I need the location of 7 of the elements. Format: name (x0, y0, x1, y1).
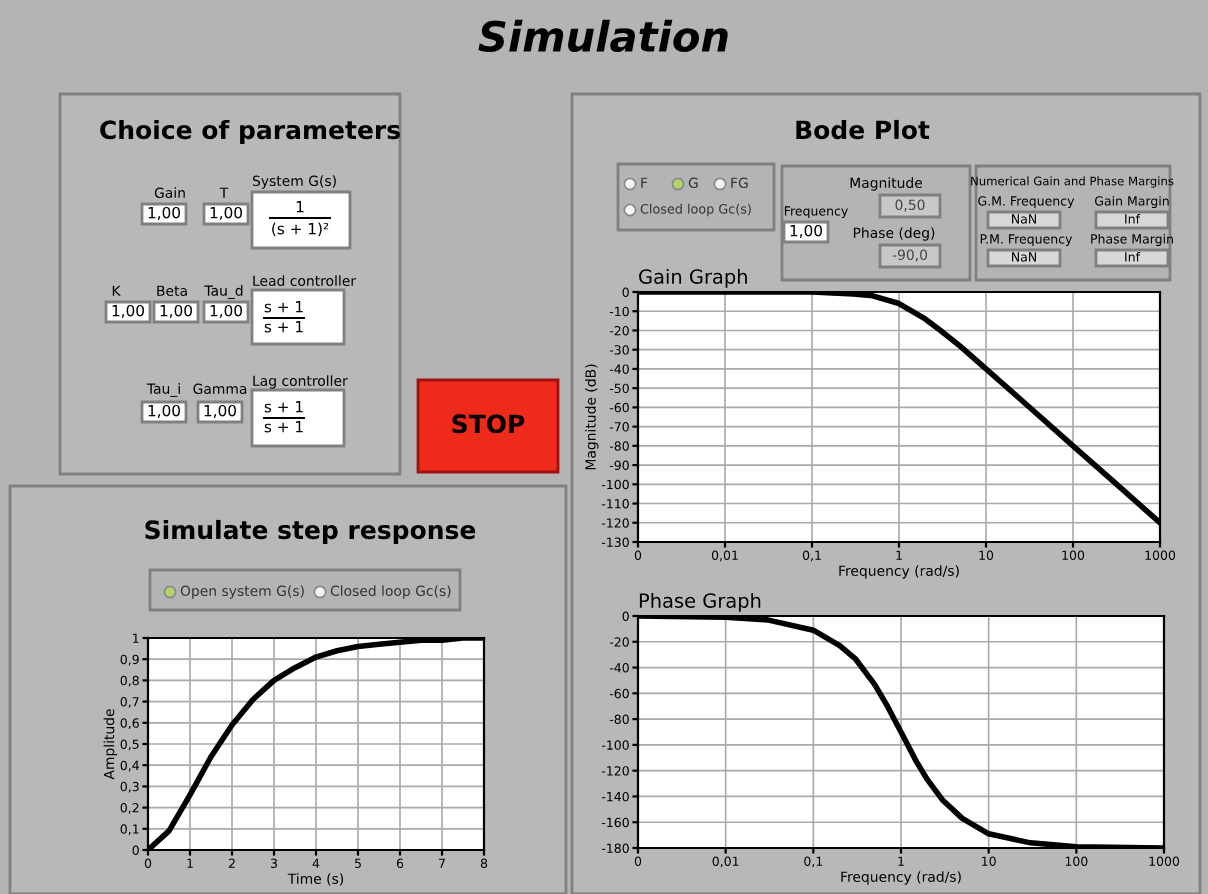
chart-title: Gain Graph (639, 268, 747, 288)
text: STOP (452, 414, 525, 434)
text: Simulation (478, 19, 728, 53)
text: Simulate step response (145, 519, 476, 545)
text: Choice of parameters (100, 119, 400, 145)
chart-title: Phase Graph (639, 592, 761, 612)
text: Bode Plot (796, 119, 930, 140)
